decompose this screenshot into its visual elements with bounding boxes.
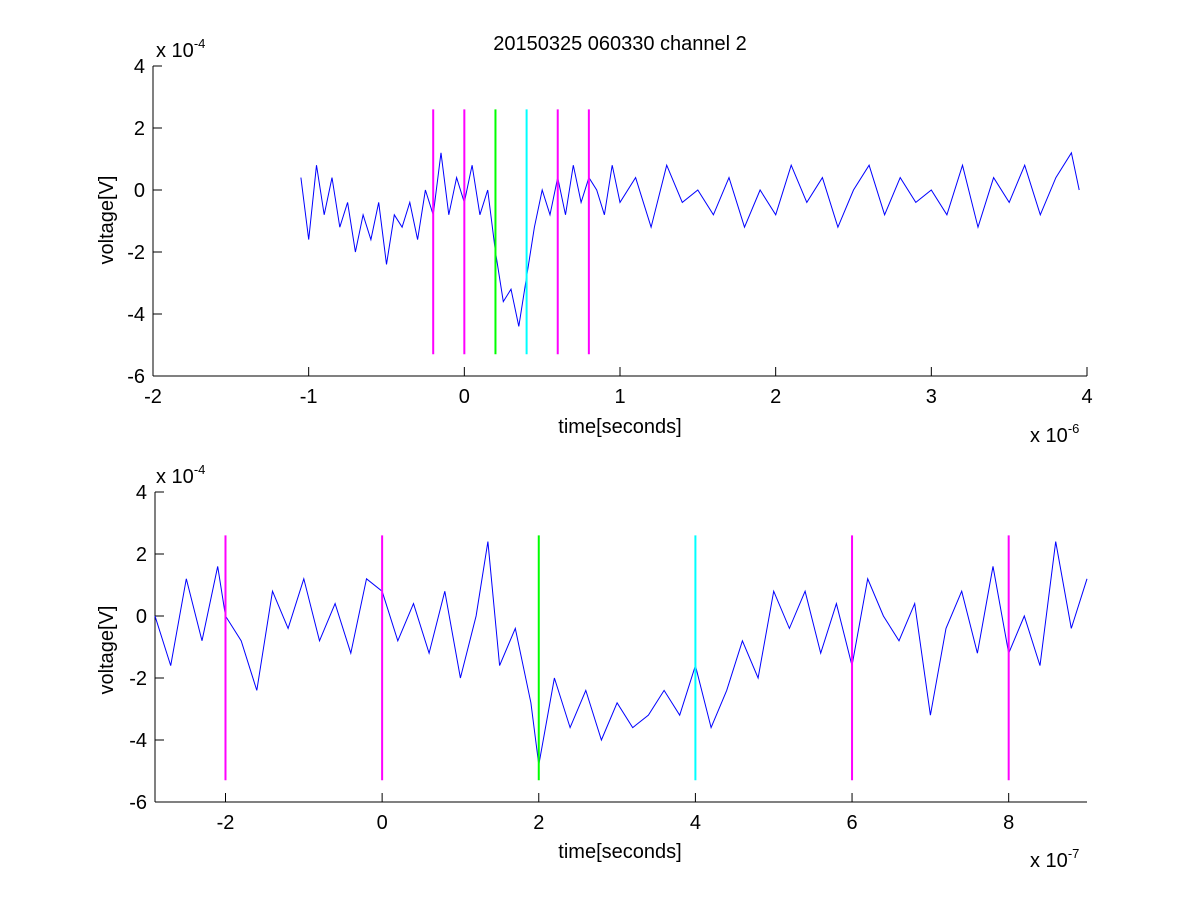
top-y-tick-label: 4 [134,56,145,78]
top-x-tick-label: -2 [144,386,162,408]
bottom-axes: x 10-4 x 10-7 time[seconds] voltage[V] -… [96,462,1088,872]
bottom-x-tick-label: 6 [846,812,857,834]
top-x-tick-label: 2 [770,386,781,408]
bottom-y-tick-label: -4 [129,730,147,752]
bottom-y-axis-label: voltage[V] [96,606,118,695]
top-x-tick-label: 3 [926,386,937,408]
top-x-tick-label: 4 [1081,386,1092,408]
top-y-tick-label: -2 [127,242,145,264]
bottom-x-tick-label: 8 [1003,812,1014,834]
bottom-x-axis-label: time[seconds] [558,841,681,863]
bottom-y-tick-label: -6 [129,792,147,814]
top-x-tick-label: 0 [459,386,470,408]
bottom-x-tick-label: 4 [690,812,701,834]
bottom-y-tick-label: -2 [129,668,147,690]
top-x-multiplier: x 10-6 [1030,421,1079,447]
top-y-tick-label: -6 [127,366,145,388]
bottom-y-multiplier: x 10-4 [156,462,205,488]
top-y-tick-label: 2 [134,118,145,140]
bottom-y-tick-label: 0 [136,606,147,628]
top-x-tick-label: 1 [614,386,625,408]
bottom-y-tick-label: 4 [136,482,147,504]
bottom-x-multiplier: x 10-7 [1030,846,1079,872]
bottom-voltage-series-line [154,541,1088,765]
bottom-x-tick-label: -2 [217,812,235,834]
top-x-axis-label: time[seconds] [558,416,681,438]
top-y-tick-label: 0 [134,180,145,202]
bottom-x-tick-label: 0 [377,812,388,834]
top-y-axis-label: voltage[V] [96,176,118,265]
top-y-multiplier: x 10-4 [156,36,205,62]
top-voltage-series-line [300,151,1080,327]
top-x-tick-label: -1 [300,386,318,408]
top-y-tick-label: -4 [127,304,145,326]
bottom-x-tick-label: 2 [533,812,544,834]
top-axes: x 10-4 x 10-6 time[seconds] voltage[V] -… [96,36,1093,447]
bottom-y-tick-label: 2 [136,544,147,566]
figure-title: 20150325 060330 channel 2 [493,33,747,55]
